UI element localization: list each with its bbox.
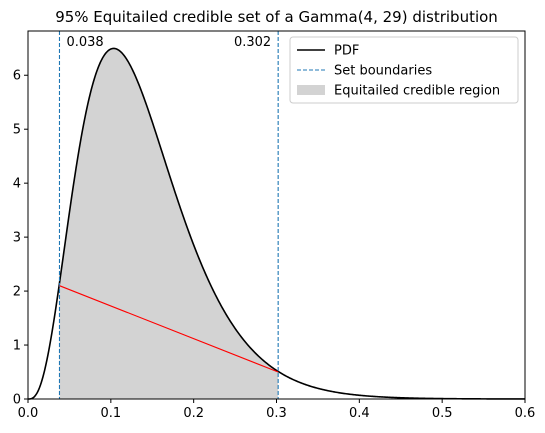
- boundary-annotation-1: 0.038: [66, 35, 103, 50]
- y-tick-label: 4: [13, 177, 21, 192]
- boundary-annotation-2: 0.302: [234, 35, 271, 50]
- x-tick-label: 0.3: [266, 406, 287, 421]
- y-tick-label: 3: [13, 231, 21, 246]
- y-tick-label: 1: [13, 339, 21, 354]
- legend-box: [289, 36, 519, 104]
- legend-label: Set boundaries: [334, 64, 432, 79]
- legend: PDF Set boundaries Equitailed credible reg…: [289, 36, 519, 104]
- x-tick-label: 0.0: [18, 406, 39, 421]
- y-tick-label: 6: [13, 69, 21, 84]
- credible-region-fill: [59, 48, 279, 400]
- axes: 0.0 0.1 0.2 0.3 0.4 0.5 0.6 0 1 2 3 4 5 6: [13, 30, 536, 421]
- x-tick-label: 0.6: [515, 406, 536, 421]
- legend-label: PDF: [334, 44, 359, 59]
- x-tick-label: 0.1: [100, 406, 121, 421]
- x-tick-label: 0.5: [432, 406, 453, 421]
- chart-title: 95% Equitailed credible set of a Gamma(4…: [55, 8, 498, 26]
- x-tick-label: 0.4: [349, 406, 370, 421]
- legend-swatch-region: [297, 85, 325, 95]
- y-tick-label: 0: [13, 393, 21, 408]
- y-tick-label: 2: [13, 285, 21, 300]
- legend-label: Equitailed credible region: [334, 84, 500, 99]
- connector-line: [59, 285, 279, 373]
- x-tick-label: 0.2: [183, 406, 204, 421]
- y-tick-label: 5: [13, 123, 21, 138]
